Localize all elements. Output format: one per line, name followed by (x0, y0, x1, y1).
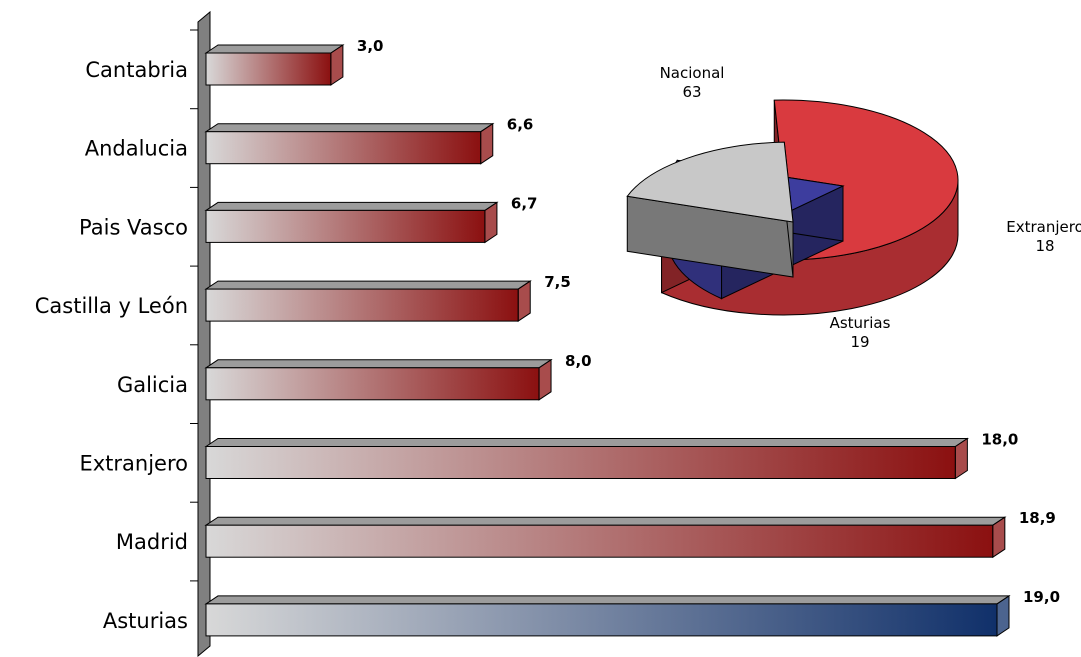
bar-series (204, 44, 1011, 637)
pie-label-extranjero: Extranjero (1006, 218, 1081, 236)
bar-side-face (538, 358, 552, 401)
bar-front-face (205, 209, 486, 243)
category-label-pais-vasco: Pais Vasco (79, 215, 188, 239)
category-label-andalucia: Andalucia (85, 137, 188, 161)
bar-side-face (996, 594, 1010, 637)
bar-top-face (204, 44, 345, 54)
pie-value-extranjero: 18 (1035, 237, 1054, 255)
pie-slice-asturias (626, 141, 794, 278)
bar-front-face (205, 367, 540, 401)
bar-side-face (517, 280, 531, 323)
bar-extranjero (204, 437, 970, 480)
bar-side-face (484, 201, 498, 244)
bar-top-face (204, 280, 532, 290)
bar-andalucia (204, 122, 495, 165)
bar-front-face (205, 288, 519, 322)
bar-pais-vasco (204, 201, 499, 244)
bar-madrid (204, 516, 1007, 559)
bar-galicia (204, 358, 553, 401)
bar-top-face (204, 359, 553, 369)
bar-front-face (205, 603, 998, 637)
bar-top-face (204, 595, 1011, 605)
bar-castilla-y-leon (204, 280, 532, 323)
bar-cantabria (204, 44, 345, 86)
bar-top-face (204, 123, 495, 133)
value-label-andalucia: 6,6 (507, 116, 534, 134)
value-label-extranjero: 18,0 (981, 431, 1018, 449)
bar-side-face (954, 437, 968, 480)
axis-wall-panel (197, 10, 211, 657)
pie-label-asturias: Asturias (830, 314, 891, 332)
bar-top-face (204, 201, 499, 211)
bar-top-face (204, 438, 970, 447)
pie-value-asturias: 19 (850, 333, 869, 351)
value-label-cantabria: 3,0 (357, 37, 384, 55)
bar-side-face (992, 516, 1006, 559)
pie-slice-top (626, 141, 794, 223)
value-label-asturias: 19,0 (1023, 588, 1060, 606)
category-label-galicia: Galicia (117, 373, 188, 397)
bar-front-face (205, 131, 482, 165)
category-label-asturias: Asturias (103, 609, 188, 633)
bar-front-face (205, 446, 956, 479)
category-label-cantabria: Cantabria (85, 58, 188, 82)
category-labels: Cantabria 3,0 Andalucia 6,6 Pais Vasco 6,7 Cas… (35, 37, 1060, 633)
bar-side-face (480, 122, 494, 165)
axis-wall (190, 10, 211, 657)
value-label-galicia: 8,0 (565, 352, 592, 370)
category-label-madrid: Madrid (116, 530, 188, 554)
bar-front-face (205, 52, 332, 86)
bar-side-face (330, 44, 344, 86)
bar-asturias (204, 594, 1011, 637)
category-label-extranjero: Extranjero (79, 452, 188, 476)
category-label-castilla-y-leon: Castilla y León (35, 294, 188, 318)
bar-front-face (205, 524, 994, 558)
pie-label-nacional: Nacional (660, 64, 725, 82)
value-label-castilla-y-leon: 7,5 (544, 273, 571, 291)
value-label-pais-vasco: 6,7 (511, 194, 538, 212)
bar-top-face (204, 516, 1007, 526)
value-label-madrid: 18,9 (1019, 509, 1056, 527)
pie-value-nacional: 63 (682, 83, 701, 101)
